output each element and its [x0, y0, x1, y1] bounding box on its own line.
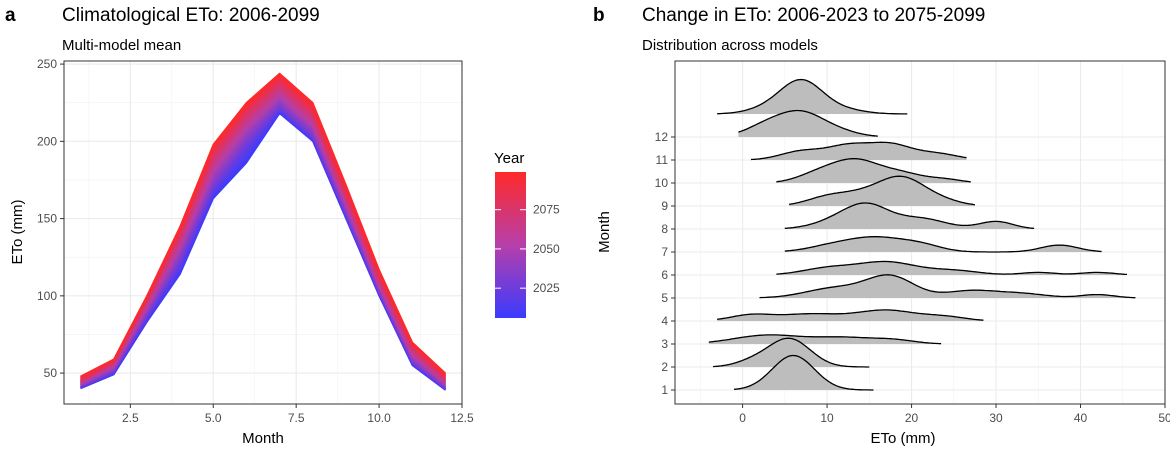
- panel-b-letter: b: [593, 5, 605, 26]
- legend-label: 2025: [533, 281, 560, 295]
- x-tick-label: 20: [905, 411, 919, 425]
- y-tick-label: 6: [661, 268, 668, 282]
- x-tick-label: 10.0: [367, 411, 391, 425]
- x-tick-label: 0: [739, 411, 746, 425]
- y-tick-label: 250: [37, 57, 57, 71]
- ridge-fill-month-8: [784, 203, 1035, 229]
- ridge-line-month-6: [776, 260, 1128, 276]
- panel-a-lines: [80, 72, 446, 391]
- x-tick-label: 2.5: [122, 411, 139, 425]
- y-tick-label: 150: [37, 212, 57, 226]
- legend-colorbar: [495, 172, 526, 318]
- y-tick-label: 50: [44, 366, 58, 380]
- panel-a-letter: a: [5, 5, 16, 26]
- y-tick-label: 3: [661, 337, 668, 351]
- ridge-fill-month-4: [717, 309, 984, 321]
- y-tick-label: 12: [655, 130, 669, 144]
- panel-b-ylabel: Month: [596, 211, 613, 253]
- y-tick-label: 200: [37, 134, 57, 148]
- legend-title: Year: [494, 150, 524, 167]
- y-tick-label: 100: [37, 289, 57, 303]
- ridge-fill-month-5: [759, 274, 1136, 298]
- x-tick-label: 5.0: [205, 411, 222, 425]
- ridge-fill-month-2: [713, 338, 870, 367]
- panel-b-background: [675, 61, 1165, 404]
- ridge-line-month-10: [776, 158, 971, 183]
- panel-a-border: [63, 60, 463, 405]
- panel-a-axes: 2.5 5.0 7.5 10.0 12.5 50 100 150 200 250: [37, 57, 474, 425]
- y-tick-label: 7: [661, 245, 668, 259]
- panel-b-title: Change in ETo: 2006-2023 to 2075-2099: [642, 5, 985, 26]
- year-line: [80, 72, 446, 377]
- panel-a-ylabel: ETo (mm): [9, 200, 26, 265]
- ridge-line-month-4: [717, 309, 984, 321]
- ridge-fill-month-10: [776, 158, 971, 183]
- year-legend: Year 2075 2050 2025: [494, 150, 560, 318]
- ridge-fill-month-9: [789, 176, 975, 206]
- ridge-fill-month-top: [717, 79, 908, 114]
- legend-ticks: 2075 2050 2025: [495, 203, 560, 295]
- ridge-fill-month-1: [734, 355, 874, 390]
- panel-b-xlabel: ETo (mm): [871, 430, 936, 447]
- ridge-fill-month-3: [708, 334, 942, 344]
- x-tick-label: 7.5: [288, 411, 305, 425]
- panel-b-ridges: [708, 78, 1136, 391]
- ridge-fill-month-11: [751, 142, 967, 160]
- x-tick-label: 12.5: [450, 411, 474, 425]
- ridge-line-month-12: [738, 109, 878, 137]
- ridge-line-month-9: [789, 175, 975, 206]
- x-tick-label: 10: [820, 411, 834, 425]
- ridge-line-month-8: [784, 202, 1035, 230]
- y-tick-label: 10: [655, 176, 669, 190]
- panel-a-title: Climatological ETo: 2006-2099: [62, 5, 320, 26]
- ridge-line-month-7: [784, 236, 1102, 253]
- y-tick-label: 9: [661, 199, 668, 213]
- ridge-line-month-5: [759, 274, 1136, 299]
- x-tick-label: 50: [1158, 411, 1170, 425]
- panel-b-border: [674, 60, 1166, 405]
- panel-a-xlabel: Month: [242, 430, 284, 447]
- legend-label: 2075: [533, 203, 560, 217]
- y-tick-label: 2: [661, 360, 668, 374]
- ridge-line-month-2: [712, 337, 870, 368]
- y-tick-label: 5: [661, 291, 668, 305]
- legend-label: 2050: [533, 242, 560, 256]
- ridge-line-month-top: [717, 78, 908, 115]
- panel-b-subtitle: Distribution across models: [642, 37, 818, 54]
- x-tick-label: 30: [989, 411, 1003, 425]
- ridge-fill-month-7: [784, 236, 1102, 252]
- y-tick-label: 4: [661, 314, 668, 328]
- y-tick-label: 8: [661, 222, 668, 236]
- ridge-line-month-11: [750, 141, 967, 161]
- x-tick-label: 40: [1074, 411, 1088, 425]
- y-tick-label: 11: [656, 153, 669, 167]
- panel-a-plot: 2.5 5.0 7.5 10.0 12.5 50 100 150 200 250 Month ET…: [9, 57, 474, 447]
- ridge-line-month-1: [734, 354, 874, 391]
- ridge-fill-month-6: [776, 261, 1127, 275]
- panel-a-subtitle: Multi-model mean: [62, 37, 181, 54]
- ridge-line-month-3: [708, 334, 942, 345]
- y-tick-label: 1: [661, 383, 668, 397]
